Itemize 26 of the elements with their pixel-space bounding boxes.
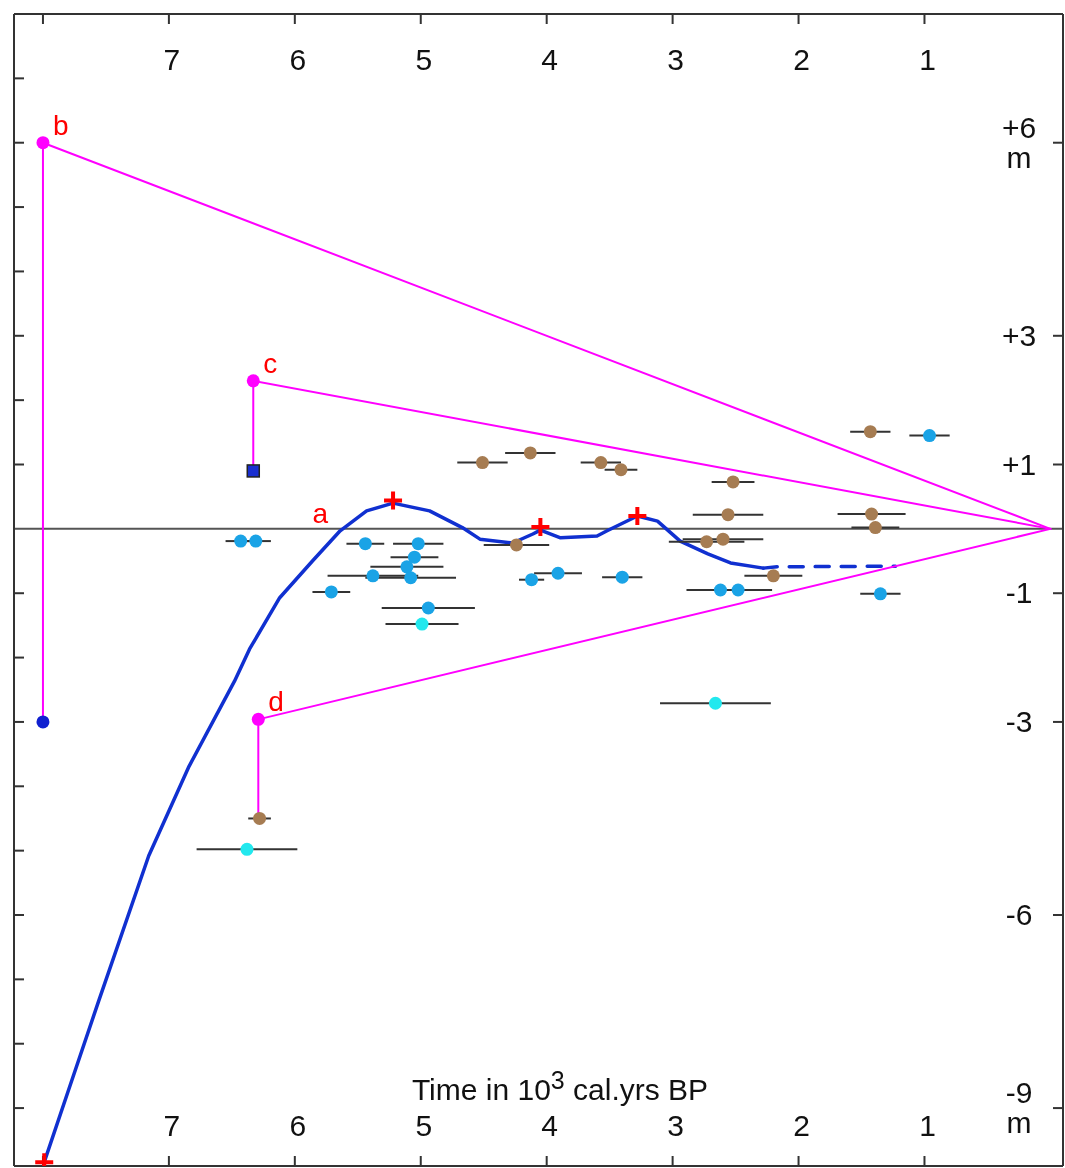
annotation: c [263, 347, 278, 379]
y-tick-label: -6 [1005, 898, 1033, 932]
annotation: b [52, 109, 69, 141]
x-tick-label: 4 [541, 1109, 559, 1142]
y-tick-label: -1 [1005, 576, 1033, 610]
annotation: a [312, 497, 329, 529]
x-tick-label: 1 [919, 1109, 936, 1142]
x2-tick-label: 3 [667, 43, 684, 76]
x-tick-label: 3 [667, 1109, 684, 1142]
x2-tick-label: 7 [163, 43, 181, 76]
x-tick-label: 6 [289, 1109, 307, 1142]
y-tick-label: -9 m [1005, 1076, 1033, 1140]
x2-tick-label: 4 [541, 43, 559, 76]
x2-tick-label: 6 [289, 43, 307, 76]
y-tick-label: -3 [1005, 704, 1033, 738]
x-tick-label: 2 [793, 1109, 810, 1142]
y-tick-label: +1 [1001, 447, 1037, 481]
x-axis-title: Time in 10$^{3}$ cal.yrs BP [411, 1066, 709, 1106]
y-tick-label: +6 m [1001, 110, 1037, 174]
x-tick-label: 5 [415, 1109, 433, 1142]
x-tick-label: 7 [163, 1109, 181, 1142]
x2-tick-label: 5 [415, 43, 433, 76]
annotation: d [268, 686, 284, 718]
x2-tick-label: 1 [919, 43, 936, 76]
x2-tick-label: 2 [793, 43, 810, 76]
y-tick-label: +3 [1001, 318, 1037, 352]
